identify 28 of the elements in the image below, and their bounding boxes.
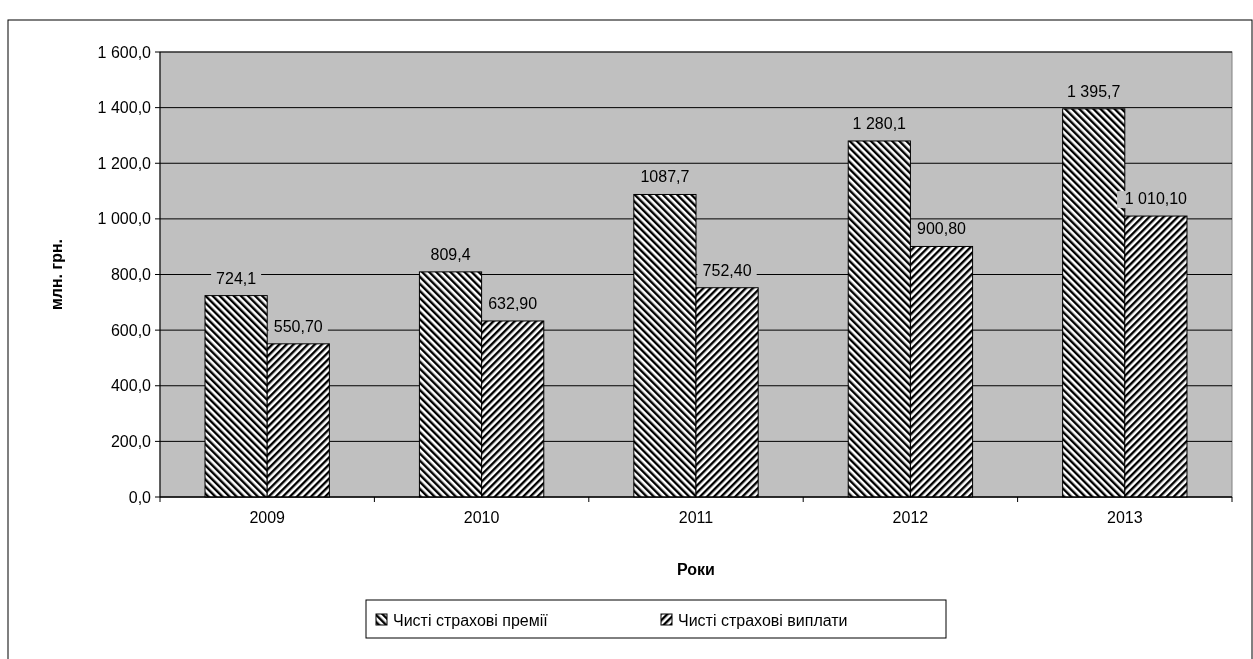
data-label: 900,80 [917, 220, 967, 238]
x-tick-label: 2013 [1107, 509, 1143, 526]
data-label: 724,1 [216, 269, 257, 287]
x-axis-title: Роки [677, 561, 715, 578]
data-label: 752,40 [702, 261, 752, 279]
y-tick-label: 1 200,0 [97, 154, 152, 172]
data-label: 1 395,7 [1067, 82, 1121, 100]
data-label: 1087,7 [640, 168, 690, 186]
y-tick-label: 0,0 [128, 488, 152, 506]
y-tick-label: 1 600,0 [97, 43, 152, 61]
x-tick-label: 2011 [678, 509, 714, 526]
data-label: 632,90 [488, 294, 538, 312]
y-tick-label: 600,0 [110, 321, 152, 339]
y-tick-label: 800,0 [110, 266, 152, 284]
y-tick-label: 200,0 [110, 432, 152, 450]
x-tick-label: 2012 [892, 509, 929, 526]
data-label: 809,4 [430, 245, 471, 263]
y-axis-title: млн. грн. [48, 238, 65, 311]
data-label: 1 280,1 [852, 114, 907, 132]
data-label: 550,70 [273, 317, 323, 335]
legend-label: Чисті страхові премії [393, 611, 549, 629]
y-tick-label: 1 000,0 [97, 210, 152, 228]
legend-label: Чисті страхові виплати [678, 611, 848, 629]
data-label: 1 010,10 [1124, 190, 1188, 208]
x-tick-label: 2010 [463, 509, 500, 526]
x-tick-label: 2009 [249, 509, 286, 526]
y-tick-label: 400,0 [110, 377, 152, 395]
y-tick-label: 1 400,0 [97, 99, 152, 117]
